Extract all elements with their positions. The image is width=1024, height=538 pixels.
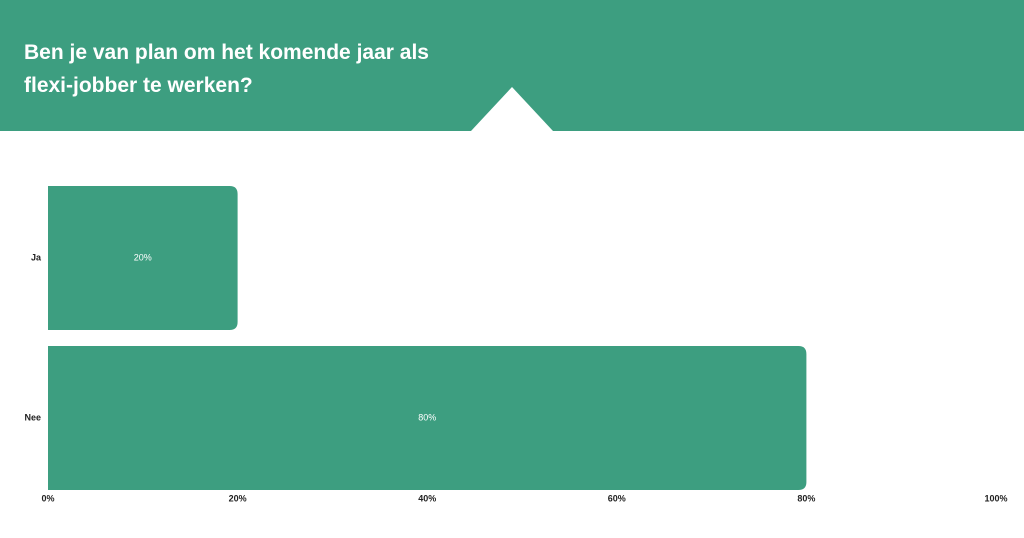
y-tick-label: Nee (24, 412, 41, 422)
value-label: 20% (134, 252, 152, 262)
x-tick-label: 80% (797, 493, 815, 503)
y-tick-label: Ja (31, 252, 42, 262)
x-tick-label: 60% (608, 493, 626, 503)
x-tick-label: 0% (41, 493, 54, 503)
bar (48, 186, 238, 330)
header-notch (471, 87, 553, 131)
x-tick-label: 20% (229, 493, 247, 503)
bar (48, 346, 807, 490)
value-label: 80% (418, 412, 436, 422)
x-tick-label: 40% (418, 493, 436, 503)
x-tick-label: 100% (984, 493, 1007, 503)
chart-title: Ben je van plan om het komende jaar als … (24, 41, 429, 97)
